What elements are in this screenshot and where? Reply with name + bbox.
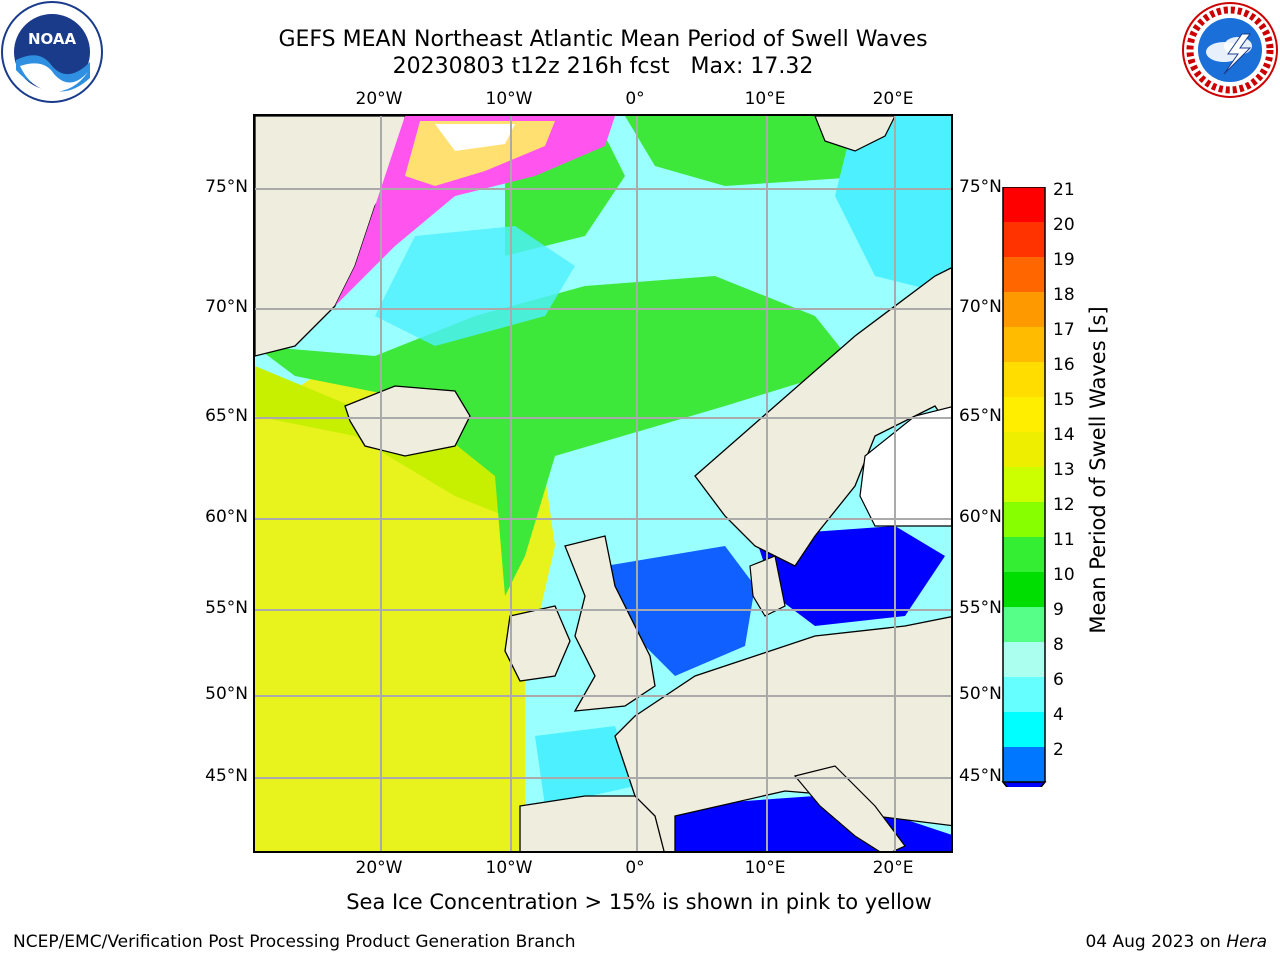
colorbar-bin bbox=[1003, 642, 1045, 677]
chart-subtitle: 20230803 t12z 216h fcst Max: 17.32 bbox=[392, 54, 814, 79]
colorbar-tick-label: 4 bbox=[1053, 705, 1064, 725]
great-britain-land bbox=[564, 535, 656, 712]
lon-tick-bottom: 20°E bbox=[872, 858, 914, 878]
colorbar-under-arrow bbox=[1001, 781, 1047, 787]
gulf-of-bothnia bbox=[859, 406, 951, 527]
colorbar-outline bbox=[1002, 187, 1046, 787]
colorbar-tick-label: 16 bbox=[1053, 355, 1075, 375]
lat-tick-right: 70°N bbox=[959, 297, 1002, 317]
iceland-land bbox=[344, 385, 471, 457]
lat-tick-left: 65°N bbox=[205, 406, 248, 426]
map-canvas bbox=[255, 116, 951, 851]
lat-tick-left: 45°N bbox=[205, 766, 248, 786]
footer-host: Hera bbox=[1226, 932, 1267, 952]
lat-tick-left: 75°N bbox=[205, 177, 248, 197]
lat-tick-left: 70°N bbox=[205, 297, 248, 317]
colorbar-tick-label: 10 bbox=[1053, 565, 1075, 585]
lat-tick-right: 75°N bbox=[959, 177, 1002, 197]
colorbar-bin bbox=[1003, 712, 1045, 747]
colorbar-bin bbox=[1003, 187, 1045, 222]
sea-ice-yellow bbox=[405, 121, 555, 186]
colorbar-bin bbox=[1003, 467, 1045, 502]
nws-logo bbox=[1180, 0, 1280, 104]
svg-text:NOAA: NOAA bbox=[28, 30, 77, 48]
noaa-logo: NOAA bbox=[0, 0, 104, 108]
swell-cyan-east bbox=[835, 116, 951, 295]
colorbar-tick-label: 21 bbox=[1053, 180, 1075, 200]
footer-date: 04 Aug 2023 on bbox=[1085, 932, 1227, 952]
footer-right: 04 Aug 2023 on Hera bbox=[1085, 932, 1267, 952]
colorbar-tick-label: 6 bbox=[1053, 670, 1064, 690]
lon-tick-bottom: 10°W bbox=[485, 858, 533, 878]
colorbar-bin bbox=[1003, 747, 1045, 782]
colorbar-bin bbox=[1003, 327, 1045, 362]
colorbar bbox=[1001, 187, 1047, 787]
lon-tick-top: 20°W bbox=[355, 89, 403, 109]
colorbar-bin bbox=[1003, 292, 1045, 327]
footer-left: NCEP/EMC/Verification Post Processing Pr… bbox=[13, 932, 576, 952]
svalbard-land bbox=[814, 116, 896, 152]
lat-tick-left: 50°N bbox=[205, 684, 248, 704]
swell-period-map[interactable] bbox=[253, 114, 953, 853]
colorbar-tick-label: 14 bbox=[1053, 425, 1075, 445]
lon-tick-top: 10°W bbox=[485, 89, 533, 109]
grid-lines bbox=[255, 116, 951, 851]
sea-ice-caption: Sea Ice Concentration > 15% is shown in … bbox=[346, 890, 932, 914]
colorbar-bin bbox=[1003, 607, 1045, 642]
colorbar-tick-label: 2 bbox=[1053, 740, 1064, 760]
colorbar-bin bbox=[1003, 432, 1045, 467]
swell-cyan-region bbox=[375, 226, 575, 346]
colorbar-tick-label: 9 bbox=[1053, 600, 1064, 620]
colorbar-bin bbox=[1003, 222, 1045, 257]
lon-tick-bottom: 10°E bbox=[744, 858, 786, 878]
ireland-land bbox=[504, 605, 571, 682]
lon-tick-top: 0° bbox=[625, 89, 645, 109]
colorbar-tick-label: 12 bbox=[1053, 495, 1075, 515]
colorbar-bin bbox=[1003, 397, 1045, 432]
lat-tick-right: 45°N bbox=[959, 766, 1002, 786]
colorbar-tick-label: 18 bbox=[1053, 285, 1075, 305]
sea-ice-white bbox=[435, 124, 515, 151]
colorbar-tick-label: 11 bbox=[1053, 530, 1075, 550]
colorbar-tick-label: 8 bbox=[1053, 635, 1064, 655]
colorbar-bin bbox=[1003, 677, 1045, 712]
swell-green-region bbox=[255, 276, 855, 596]
colorbar-tick-label: 15 bbox=[1053, 390, 1075, 410]
colorbar-bin bbox=[1003, 572, 1045, 607]
lat-tick-right: 50°N bbox=[959, 684, 1002, 704]
chart-title: GEFS MEAN Northeast Atlantic Mean Period… bbox=[278, 27, 928, 52]
colorbar-tick-label: 19 bbox=[1053, 250, 1075, 270]
lat-tick-left: 55°N bbox=[205, 598, 248, 618]
lat-tick-right: 65°N bbox=[959, 406, 1002, 426]
colorbar-bin bbox=[1003, 362, 1045, 397]
colorbar-title: Mean Period of Swell Waves [s] bbox=[1086, 306, 1110, 634]
lon-tick-top: 20°E bbox=[872, 89, 914, 109]
colorbar-bin bbox=[1003, 502, 1045, 537]
colorbar-tick-label: 20 bbox=[1053, 215, 1075, 235]
lon-tick-bottom: 0° bbox=[625, 858, 645, 878]
biscay-cyan bbox=[535, 726, 635, 806]
sea-ice-pink bbox=[335, 116, 615, 306]
lon-tick-bottom: 20°W bbox=[355, 858, 403, 878]
colorbar-tick-label: 17 bbox=[1053, 320, 1075, 340]
colorbar-tick-label: 13 bbox=[1053, 460, 1075, 480]
lat-tick-right: 55°N bbox=[959, 598, 1002, 618]
colorbar-bin bbox=[1003, 537, 1045, 572]
colorbar-bin bbox=[1003, 257, 1045, 292]
lat-tick-right: 60°N bbox=[959, 507, 1002, 527]
lat-tick-left: 60°N bbox=[205, 507, 248, 527]
lon-tick-top: 10°E bbox=[744, 89, 786, 109]
iberia-land bbox=[519, 795, 665, 851]
